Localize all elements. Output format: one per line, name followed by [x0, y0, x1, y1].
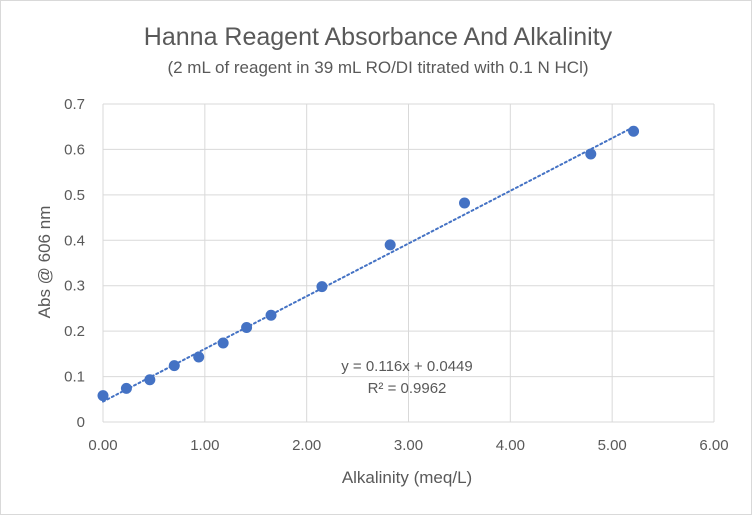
data-point	[217, 337, 229, 349]
x-tick-label: 5.00	[598, 437, 627, 454]
data-points	[97, 125, 640, 402]
data-point	[384, 239, 396, 251]
tick-labels: 0 0.1 0.2 0.3 0.4 0.5 0.6 0.7 0.00 1.00 2.00 3.00 4.…	[64, 96, 728, 454]
y-tick-label: 0.3	[64, 278, 85, 295]
x-tick-label: 0.00	[88, 437, 117, 454]
chart-subtitle: (2 mL of reagent in 39 mL RO/DI titrated…	[167, 58, 588, 77]
data-point	[241, 322, 253, 334]
y-tick-label: 0.7	[64, 96, 85, 113]
data-point	[265, 309, 277, 321]
y-tick-label: 0.6	[64, 141, 85, 158]
data-point	[628, 125, 640, 137]
data-point	[120, 382, 132, 394]
data-point	[316, 281, 328, 293]
x-axis-title: Alkalinity (meq/L)	[342, 468, 472, 487]
trendline	[102, 126, 635, 403]
y-tick-label: 0	[77, 414, 85, 431]
trendline-r-squared: R² = 0.9962	[368, 380, 447, 397]
data-point	[144, 374, 156, 386]
y-tick-label: 0.5	[64, 187, 85, 204]
x-tick-label: 1.00	[190, 437, 219, 454]
y-tick-label: 0.4	[64, 232, 85, 249]
data-point	[585, 148, 597, 160]
data-point	[97, 390, 109, 402]
x-tick-label: 6.00	[699, 437, 728, 454]
y-tick-label: 0.2	[64, 323, 85, 340]
gridlines	[102, 103, 715, 423]
y-tick-label: 0.1	[64, 369, 85, 386]
data-point	[459, 197, 471, 209]
x-tick-label: 4.00	[496, 437, 525, 454]
data-point	[168, 360, 180, 372]
trendline-equation: y = 0.116x + 0.0449	[341, 358, 473, 375]
y-axis-title: Abs @ 606 nm	[35, 206, 54, 319]
data-point	[193, 351, 205, 363]
x-tick-label: 3.00	[394, 437, 423, 454]
trendline-layer	[102, 126, 635, 403]
x-tick-label: 2.00	[292, 437, 321, 454]
chart-title: Hanna Reagent Absorbance And Alkalinity	[144, 23, 613, 51]
